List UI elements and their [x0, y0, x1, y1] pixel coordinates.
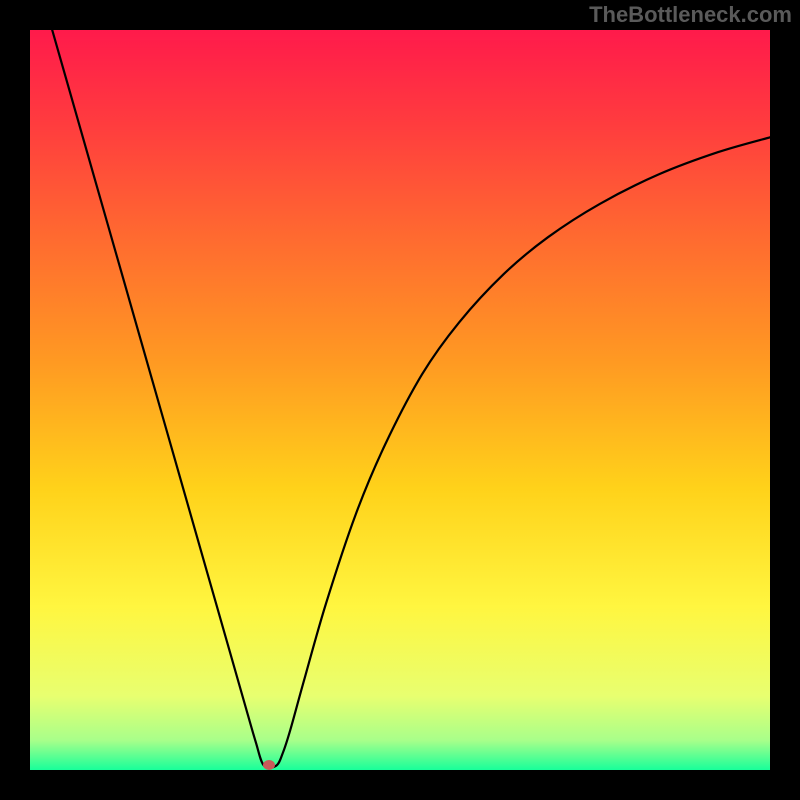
plot-area [30, 30, 770, 770]
chart-container: TheBottleneck.com [0, 0, 800, 800]
optimal-point-marker [263, 760, 275, 770]
bottleneck-curve [30, 30, 770, 770]
watermark-text: TheBottleneck.com [589, 2, 792, 28]
